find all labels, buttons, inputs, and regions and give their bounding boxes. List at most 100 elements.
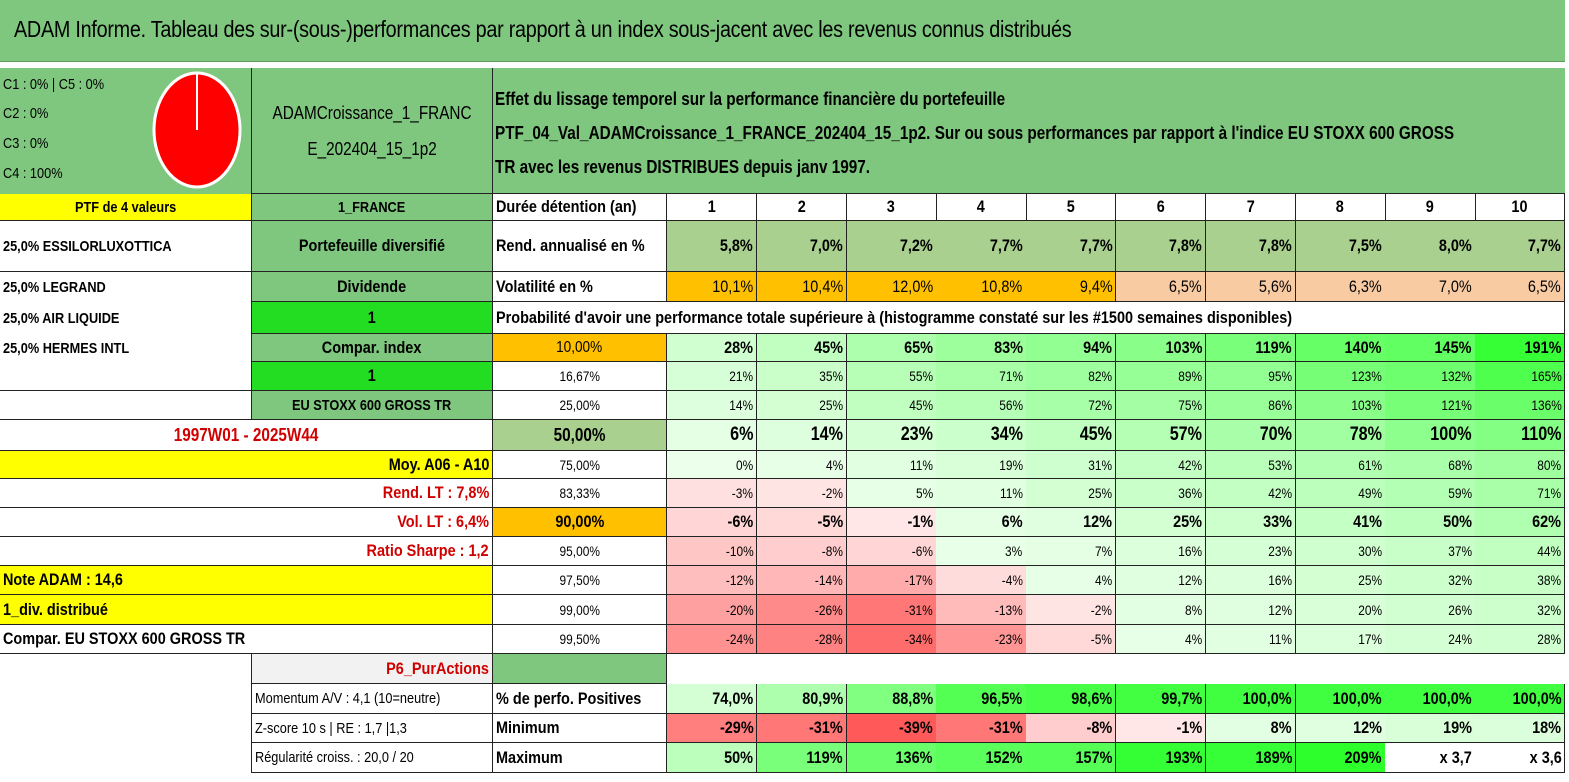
percentile-8: 95,00%: [493, 537, 667, 566]
prob-value-2-4: 71%: [936, 362, 1027, 391]
max-value-2-text: 119%: [806, 747, 843, 767]
prob-value-4-6: 57%: [1116, 420, 1207, 451]
prob-value-1-2: 45%: [756, 334, 847, 362]
prob-value-7-3-text: -1%: [907, 512, 933, 531]
percentile-10-text: 99,00%: [559, 601, 600, 618]
pos-value-5: 98,6%: [1026, 684, 1117, 714]
prob-value-3-7-text: 86%: [1268, 397, 1292, 413]
prob-value-2-1: 21%: [667, 362, 758, 391]
prob-value-9-10-text: 38%: [1537, 572, 1562, 588]
prob-value-11-1: -24%: [667, 625, 758, 654]
blank-left-2: [0, 391, 252, 420]
prob-value-2-9: 132%: [1385, 362, 1476, 391]
prob-value-1-1: 28%: [667, 334, 758, 362]
compar-index-value-cell: 1: [252, 362, 493, 391]
year-header-8-text: 8: [1336, 197, 1345, 216]
prob-value-9-6-text: 12%: [1178, 572, 1203, 588]
prob-value-9-4-text: -4%: [1001, 572, 1023, 588]
prob-value-5-4: 19%: [936, 451, 1027, 479]
prob-value-11-8: 17%: [1295, 625, 1386, 654]
avg-label-text: Moy. A06 - A10: [388, 454, 489, 474]
prob-value-1-10-text: 191%: [1524, 337, 1562, 357]
prob-value-5-2: 4%: [756, 451, 847, 479]
prob-value-11-4: -23%: [936, 625, 1027, 654]
prob-value-11-5: -5%: [1026, 625, 1117, 654]
prob-value-7-10-text: 62%: [1532, 512, 1562, 531]
prob-value-3-4-text: 56%: [998, 397, 1023, 413]
rend-value-1: 5,8%: [667, 221, 758, 272]
min-value-6-text: -1%: [1176, 718, 1203, 737]
min-value-3: -39%: [846, 714, 937, 743]
holding-1: 25,0% ESSILORLUXOTTICA: [0, 221, 252, 272]
prob-value-4-7-text: 70%: [1259, 424, 1292, 445]
prob-value-6-10: 71%: [1475, 479, 1566, 508]
prob-value-7-1-text: -6%: [727, 512, 754, 531]
prob-value-10-8-text: 20%: [1357, 601, 1382, 618]
prob-value-7-7: 33%: [1205, 508, 1296, 537]
prob-value-11-9: 24%: [1385, 625, 1476, 654]
prob-value-6-6: 36%: [1116, 479, 1207, 508]
min-value-8: 12%: [1295, 714, 1386, 743]
vol-value-6: 6,5%: [1116, 272, 1207, 302]
vol-value-9-text: 7,0%: [1438, 276, 1472, 296]
min-label-text: Minimum: [496, 718, 560, 737]
pos-value-7: 100,0%: [1205, 684, 1296, 714]
zscore-label-text: Z-score 10 s | RE : 1,7 |1,3: [255, 719, 407, 737]
prob-value-11-3: -34%: [846, 625, 937, 654]
prob-value-7-1: -6%: [667, 508, 758, 537]
min-value-3-text: -39%: [899, 718, 933, 737]
prob-value-7-4-text: 6%: [1001, 512, 1023, 531]
prob-value-6-1: -3%: [667, 479, 758, 508]
percentile-9: 97,50%: [493, 566, 667, 595]
prob-value-11-8-text: 17%: [1357, 631, 1382, 647]
vol-value-3-text: 12,0%: [891, 276, 933, 296]
prob-value-4-8: 78%: [1295, 420, 1386, 451]
sharpe-label: Ratio Sharpe : 1,2: [0, 537, 493, 566]
allocation-pie-chart: [152, 71, 242, 189]
prob-value-9-8-text: 25%: [1357, 572, 1382, 588]
prob-value-2-7-text: 95%: [1268, 368, 1292, 384]
rend-value-5: 7,7%: [1026, 221, 1117, 272]
prob-value-1-7: 119%: [1205, 334, 1296, 362]
regularite-label: Régularité croiss. : 20,0 / 20: [252, 743, 493, 773]
holding-4: 25,0% HERMES INTL: [0, 334, 252, 362]
prob-value-7-2: -5%: [756, 508, 847, 537]
min-value-7: 8%: [1205, 714, 1296, 743]
min-value-9-text: 19%: [1442, 718, 1472, 737]
prob-value-1-5-text: 94%: [1083, 337, 1113, 357]
compar-index-cell-text: Compar. index: [322, 337, 422, 357]
prob-value-1-10: 191%: [1475, 334, 1566, 362]
prob-value-10-6: 8%: [1116, 595, 1207, 625]
prob-value-2-1-text: 21%: [729, 368, 754, 384]
prob-value-6-7: 42%: [1205, 479, 1296, 508]
prob-value-10-1-text: -20%: [725, 601, 754, 618]
rend-value-10: 7,7%: [1475, 221, 1565, 272]
year-header-10: 10: [1475, 194, 1565, 221]
avg-label: Moy. A06 - A10: [0, 451, 493, 479]
year-header-8: 8: [1295, 194, 1386, 221]
pos-value-9: 100,0%: [1385, 684, 1476, 714]
rend-lt-label: Rend. LT : 7,8%: [0, 479, 493, 508]
prob-value-9-10: 38%: [1475, 566, 1566, 595]
max-value-10-text: x 3,6: [1529, 747, 1562, 767]
prob-value-2-5-text: 82%: [1088, 368, 1113, 384]
prob-value-4-6-text: 57%: [1169, 424, 1203, 445]
index-name-cell-text: EU STOXX 600 GROSS TR: [292, 396, 452, 414]
vol-value-3: 12,0%: [846, 272, 937, 302]
pos-value-2: 80,9%: [756, 684, 847, 714]
diversified-cell: Portefeuille diversifié: [252, 221, 493, 272]
year-header-2: 2: [756, 194, 847, 221]
prob-value-4-3-text: 23%: [900, 424, 933, 445]
prob-value-4-8-text: 78%: [1349, 424, 1382, 445]
pos-value-8-text: 100,0%: [1332, 688, 1382, 708]
blank-left-footer: [0, 654, 252, 773]
prob-value-6-1-text: -3%: [732, 485, 754, 501]
prob-value-10-6-text: 8%: [1184, 601, 1203, 618]
min-label: Minimum: [493, 714, 667, 743]
year-header-4: 4: [936, 194, 1027, 221]
percentile-3-text: 25,00%: [559, 397, 600, 413]
pos-value-8: 100,0%: [1295, 684, 1386, 714]
vol-label-text: Volatilité en %: [496, 276, 593, 296]
prob-value-3-5-text: 72%: [1088, 397, 1113, 413]
prob-value-8-8-text: 30%: [1357, 543, 1382, 559]
